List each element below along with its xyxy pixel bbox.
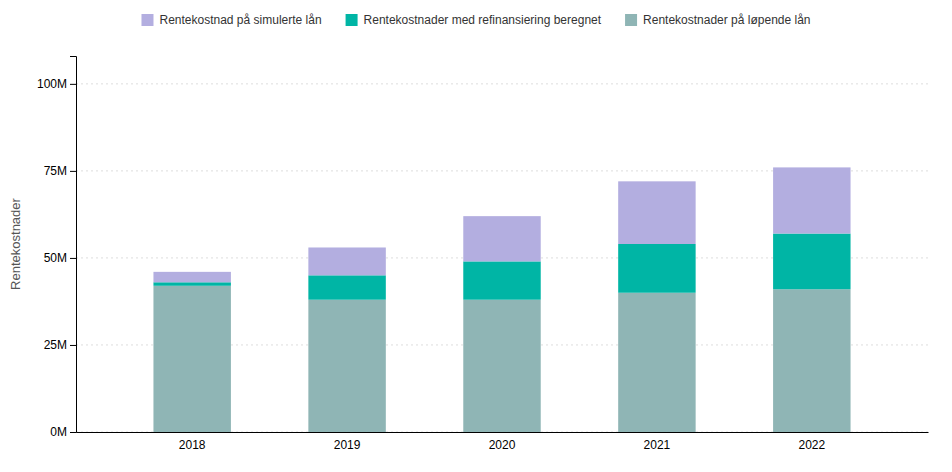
tick: 2020 bbox=[489, 438, 516, 452]
legend-label: Rentekostnad på simulerte lån bbox=[159, 13, 321, 27]
tick: 25M bbox=[44, 338, 76, 352]
bar bbox=[773, 234, 850, 290]
x-axis: 2018 2019 2020 2021 2022 bbox=[77, 433, 929, 452]
bar bbox=[308, 247, 385, 275]
bar bbox=[153, 286, 230, 432]
tick-mark bbox=[70, 171, 76, 172]
bar bbox=[308, 275, 385, 299]
bar bbox=[308, 300, 385, 432]
tick-label: 2021 bbox=[644, 438, 671, 452]
bar-series bbox=[153, 167, 850, 282]
tick: 2022 bbox=[798, 438, 825, 452]
bar bbox=[773, 289, 850, 432]
tick-label: 50M bbox=[44, 251, 67, 265]
legend-item: Rentekostnader på løpende lån bbox=[625, 13, 810, 27]
tick: 75M bbox=[44, 164, 76, 178]
bar bbox=[463, 216, 540, 261]
legend-item: Rentekostnad på simulerte lån bbox=[141, 13, 321, 27]
chart: 0M 25M 50M 75M 100M 2018 2019 2020 2021 2022 Rente… bbox=[0, 0, 952, 472]
legend-swatch bbox=[346, 14, 358, 26]
legend-item: Rentekostnader med refinansiering beregn… bbox=[346, 13, 602, 27]
tick-label: 2018 bbox=[179, 438, 206, 452]
tick-label: 0M bbox=[50, 425, 67, 439]
bar bbox=[618, 181, 695, 244]
tick-mark bbox=[70, 345, 76, 346]
grid bbox=[76, 84, 928, 432]
bar bbox=[153, 282, 230, 285]
legend-label: Rentekostnader på løpende lån bbox=[643, 13, 810, 27]
axis-line bbox=[77, 432, 929, 433]
tick-label: 75M bbox=[44, 164, 67, 178]
legend-label: Rentekostnader med refinansiering beregn… bbox=[364, 13, 602, 27]
tick: 0M bbox=[50, 425, 76, 439]
axis-title: Rentekostnader bbox=[8, 197, 23, 289]
bar bbox=[153, 272, 230, 282]
tick: 2021 bbox=[644, 438, 671, 452]
tick: 2019 bbox=[334, 438, 361, 452]
tick-label: 2022 bbox=[798, 438, 825, 452]
tick-mark bbox=[70, 84, 76, 85]
bar bbox=[463, 300, 540, 432]
tick: 100M bbox=[37, 77, 76, 91]
bar-series bbox=[153, 286, 850, 432]
legend: Rentekostnad på simulerte lån Rentekostna… bbox=[141, 13, 810, 27]
tick-mark bbox=[70, 258, 76, 259]
axis-line bbox=[70, 57, 77, 433]
tick-label: 2020 bbox=[489, 438, 516, 452]
tick-mark bbox=[70, 432, 76, 433]
bar bbox=[463, 261, 540, 299]
tick-label: 2019 bbox=[334, 438, 361, 452]
grid-line bbox=[76, 83, 928, 84]
bar bbox=[618, 293, 695, 432]
tick-label: 100M bbox=[37, 77, 67, 91]
bars bbox=[153, 167, 850, 432]
y-axis: 0M 25M 50M 75M 100M bbox=[37, 57, 77, 440]
tick: 50M bbox=[44, 251, 76, 265]
bar bbox=[773, 167, 850, 233]
legend-swatch bbox=[625, 14, 637, 26]
bar bbox=[618, 244, 695, 293]
legend-swatch bbox=[141, 14, 153, 26]
tick: 2018 bbox=[179, 438, 206, 452]
tick-label: 25M bbox=[44, 338, 67, 352]
